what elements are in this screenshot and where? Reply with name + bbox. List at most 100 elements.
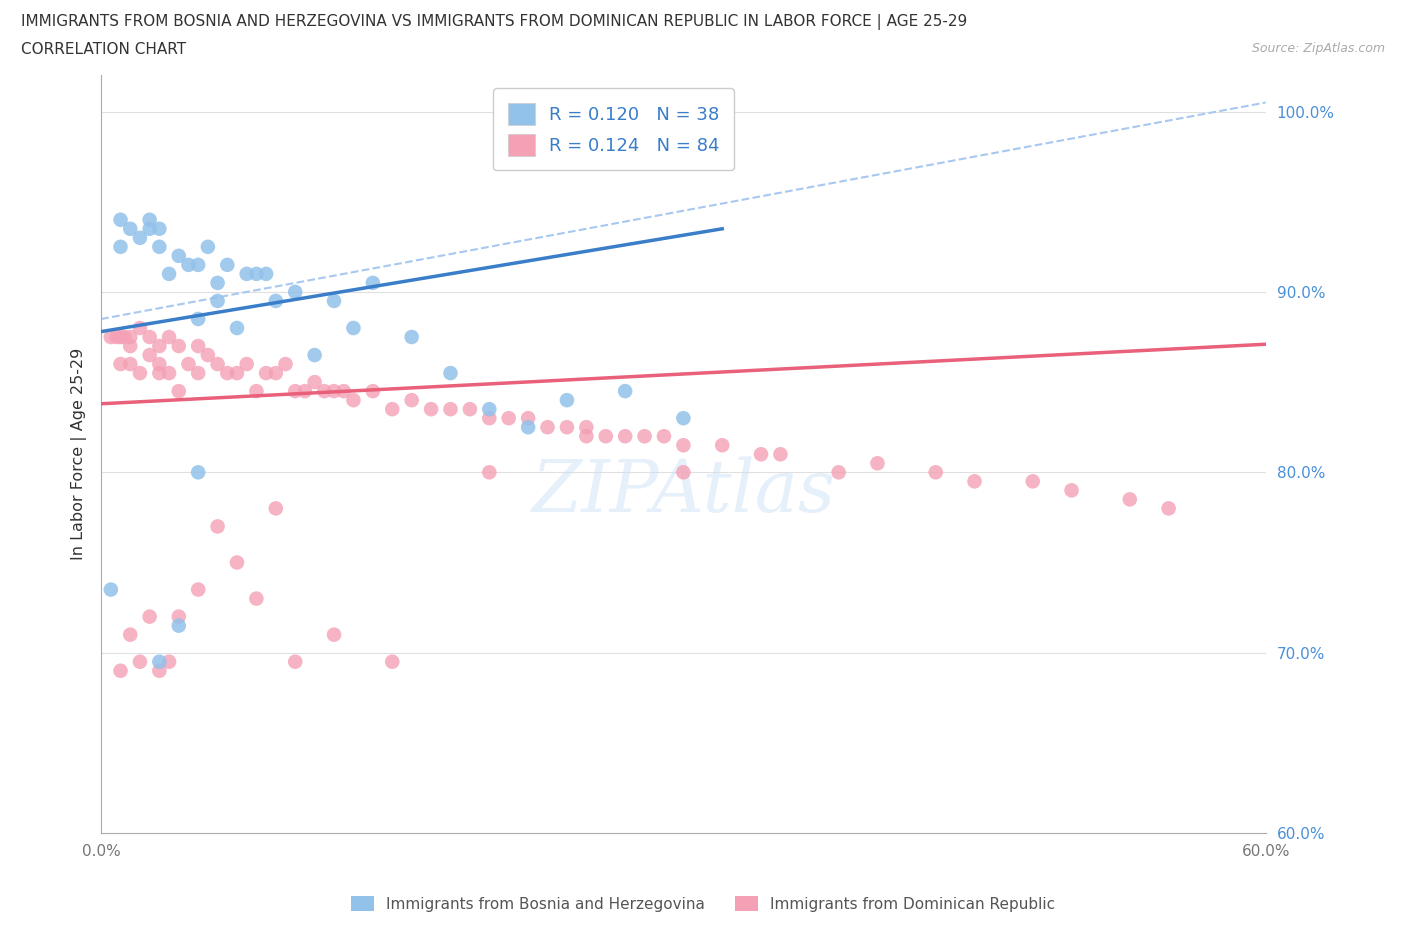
Point: [187, 258, 209, 272]
Text: IMMIGRANTS FROM BOSNIA AND HERZEGOVINA VS IMMIGRANTS FROM DOMINICAN REPUBLIC IN : IMMIGRANTS FROM BOSNIA AND HERZEGOVINA V…: [21, 14, 967, 30]
Point: [187, 339, 209, 353]
Point: [110, 356, 132, 371]
Point: [401, 329, 423, 344]
Point: [575, 419, 598, 434]
Point: [769, 446, 792, 461]
Point: [342, 321, 364, 336]
Point: [498, 411, 520, 426]
Point: [342, 392, 364, 407]
Point: [226, 321, 249, 336]
Point: [672, 438, 695, 453]
Point: [536, 419, 558, 434]
Point: [177, 356, 200, 371]
Legend: Immigrants from Bosnia and Herzegovina, Immigrants from Dominican Republic: Immigrants from Bosnia and Herzegovina, …: [344, 889, 1062, 918]
Point: [148, 365, 170, 380]
Point: [304, 348, 326, 363]
Point: [167, 339, 190, 353]
Point: [264, 365, 287, 380]
Point: [226, 555, 249, 570]
Point: [157, 655, 180, 670]
Point: [478, 411, 501, 426]
Point: [157, 266, 180, 281]
Point: [148, 356, 170, 371]
Point: [129, 231, 152, 246]
Text: ZIPAtlas: ZIPAtlas: [531, 457, 835, 527]
Point: [439, 365, 461, 380]
Point: [672, 411, 695, 426]
Point: [672, 465, 695, 480]
Point: [401, 392, 423, 407]
Point: [110, 329, 132, 344]
Point: [633, 429, 655, 444]
Point: [187, 365, 209, 380]
Point: [187, 582, 209, 597]
Point: [274, 356, 297, 371]
Point: [148, 663, 170, 678]
Point: [207, 275, 229, 290]
Point: [420, 402, 443, 417]
Point: [575, 429, 598, 444]
Point: [110, 212, 132, 227]
Point: [478, 465, 501, 480]
Point: [254, 266, 277, 281]
Point: [217, 365, 239, 380]
Point: [120, 339, 142, 353]
Point: [129, 365, 152, 380]
Point: [167, 609, 190, 624]
Point: [197, 348, 219, 363]
Point: [381, 402, 404, 417]
Point: [245, 266, 267, 281]
Point: [1119, 492, 1142, 507]
Point: [157, 329, 180, 344]
Point: [711, 438, 734, 453]
Point: [595, 429, 617, 444]
Point: [207, 519, 229, 534]
Point: [963, 474, 986, 489]
Point: [294, 384, 316, 399]
Point: [217, 258, 239, 272]
Point: [323, 384, 346, 399]
Point: [1157, 501, 1180, 516]
Point: [614, 384, 637, 399]
Legend: R = 0.120   N = 38, R = 0.124   N = 84: R = 0.120 N = 38, R = 0.124 N = 84: [494, 88, 734, 170]
Point: [112, 329, 135, 344]
Text: CORRELATION CHART: CORRELATION CHART: [21, 42, 186, 57]
Point: [120, 356, 142, 371]
Point: [264, 501, 287, 516]
Point: [323, 627, 346, 642]
Point: [138, 609, 160, 624]
Text: Source: ZipAtlas.com: Source: ZipAtlas.com: [1251, 42, 1385, 55]
Point: [323, 294, 346, 309]
Point: [555, 392, 578, 407]
Point: [105, 329, 128, 344]
Point: [361, 275, 384, 290]
Point: [148, 339, 170, 353]
Point: [517, 411, 540, 426]
Point: [361, 384, 384, 399]
Point: [284, 655, 307, 670]
Point: [110, 239, 132, 254]
Point: [517, 419, 540, 434]
Point: [100, 329, 122, 344]
Point: [100, 582, 122, 597]
Point: [235, 266, 257, 281]
Point: [138, 348, 160, 363]
Point: [284, 285, 307, 299]
Point: [749, 446, 772, 461]
Point: [129, 655, 152, 670]
Point: [120, 221, 142, 236]
Point: [187, 465, 209, 480]
Point: [458, 402, 481, 417]
Point: [555, 419, 578, 434]
Point: [925, 465, 948, 480]
Point: [148, 221, 170, 236]
Point: [264, 294, 287, 309]
Point: [187, 312, 209, 326]
Point: [827, 465, 849, 480]
Point: [138, 221, 160, 236]
Point: [235, 356, 257, 371]
Point: [866, 456, 889, 471]
Point: [1060, 483, 1083, 498]
Point: [197, 239, 219, 254]
Point: [652, 429, 675, 444]
